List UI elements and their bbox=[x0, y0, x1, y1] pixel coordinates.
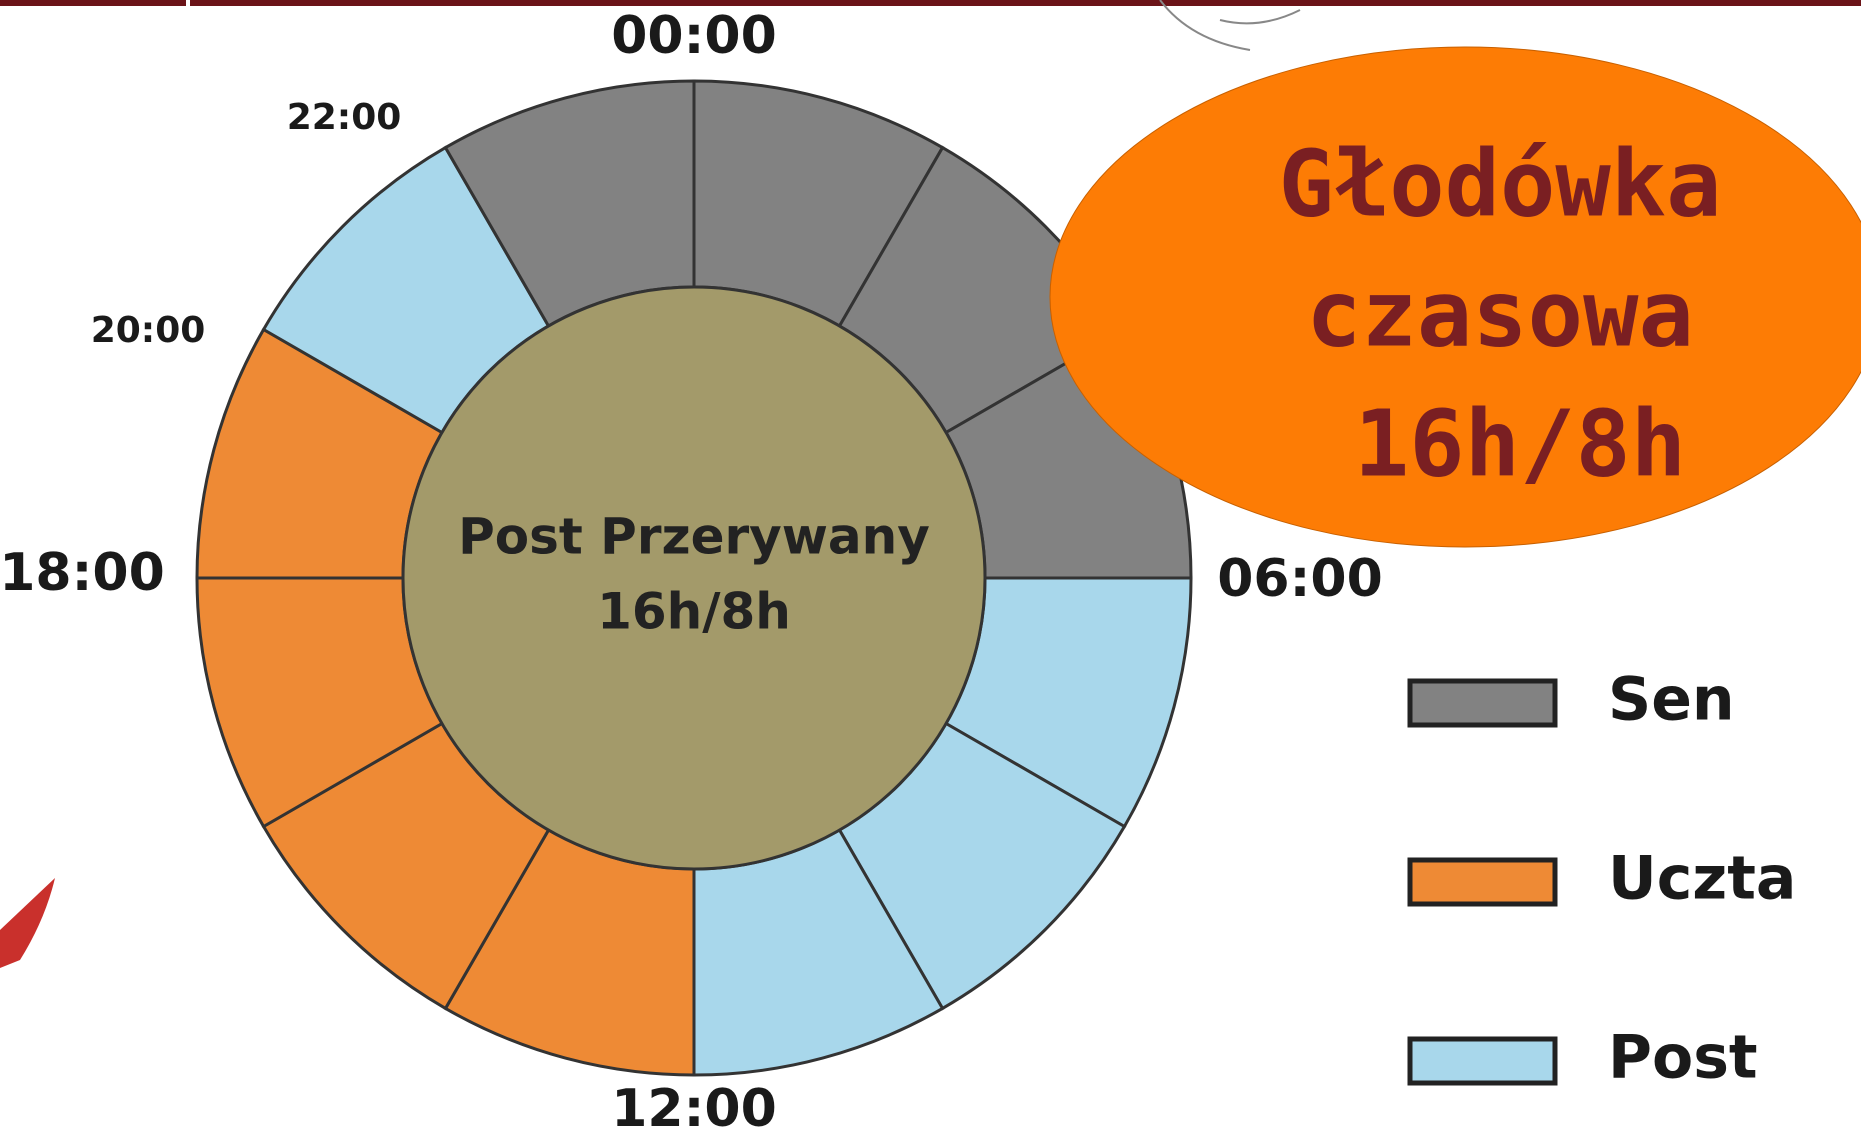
legend-label: Post bbox=[1608, 1023, 1758, 1093]
badge-line: 16h/8h bbox=[1354, 390, 1686, 497]
legend-label: Uczta bbox=[1608, 844, 1796, 914]
border-gap bbox=[186, 0, 190, 6]
clock-center bbox=[401, 285, 987, 871]
legend: Sen Uczta Post bbox=[1407, 665, 1796, 1093]
badge bbox=[1049, 46, 1861, 548]
hour-label: 12:00 bbox=[611, 1079, 777, 1138]
center-title: Post Przerywany bbox=[458, 508, 930, 566]
hour-label: 22:00 bbox=[287, 97, 402, 138]
legend-label: Sen bbox=[1608, 665, 1735, 735]
sketch-lines bbox=[1159, 0, 1301, 51]
top-border bbox=[0, 0, 1861, 6]
hour-label: 06:00 bbox=[1217, 549, 1383, 609]
hour-label: 20:00 bbox=[91, 310, 206, 351]
decor-shape bbox=[0, 878, 55, 968]
hour-label: 18:00 bbox=[0, 543, 165, 603]
hour-label: 00:00 bbox=[611, 6, 777, 66]
legend-swatch bbox=[1407, 678, 1558, 728]
badge-line: Głodówka bbox=[1278, 130, 1721, 237]
legend-swatch bbox=[1407, 1036, 1558, 1086]
badge-line: czasowa bbox=[1306, 260, 1694, 367]
center-subtitle: 16h/8h bbox=[597, 583, 791, 641]
legend-swatch bbox=[1407, 857, 1558, 907]
